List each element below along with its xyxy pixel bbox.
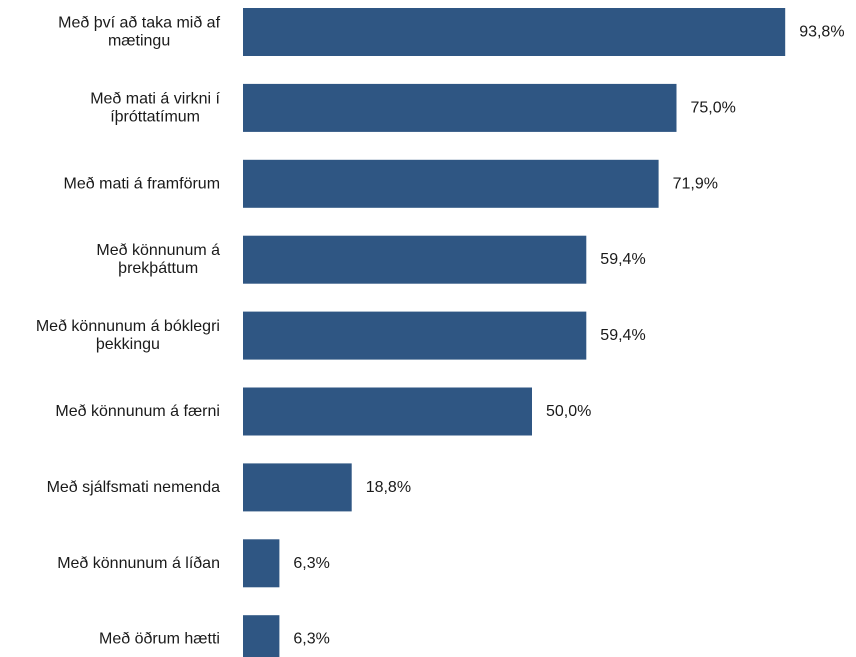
bar	[243, 387, 532, 436]
category-label: Með því að taka mið af	[58, 15, 220, 32]
bar	[243, 615, 280, 657]
data-label: 18,8%	[366, 479, 411, 496]
bar	[243, 159, 659, 208]
category-label: Með mati á virkni í	[90, 90, 220, 107]
data-label: 6,3%	[293, 631, 329, 648]
data-label: 75,0%	[691, 99, 736, 116]
value-labels-group: 93,8% 75,0% 71,9% 59,4% 59,4% 50,0% 18,8% 6,3% 6…	[293, 24, 844, 648]
bar	[243, 463, 352, 512]
category-label: Með könnunum á líðan	[57, 555, 220, 572]
category-label: Með mati á framförum	[64, 175, 220, 192]
data-label: 59,4%	[600, 327, 645, 344]
category-label: Með könnunum á færni	[55, 403, 220, 420]
data-label: 50,0%	[546, 403, 591, 420]
bar	[243, 235, 587, 284]
bars-group	[243, 8, 786, 657]
category-label: Með sjálfsmati nemenda	[47, 479, 221, 496]
category-label: þrekþáttum	[118, 260, 198, 277]
bar	[243, 83, 677, 132]
category-label: Með könnunum á	[96, 242, 220, 259]
category-label: Með öðrum hætti	[99, 631, 220, 648]
data-label: 6,3%	[293, 555, 329, 572]
bar	[243, 311, 587, 360]
data-label: 93,8%	[799, 24, 844, 41]
category-label: Með könnunum á bóklegri	[36, 318, 220, 335]
data-label: 59,4%	[600, 251, 645, 268]
data-label: 71,9%	[673, 175, 718, 192]
bar	[243, 539, 280, 588]
category-label: þekkingu	[96, 336, 160, 353]
category-label: íþróttatímum	[110, 108, 200, 125]
category-label: mætingu	[108, 33, 170, 50]
bar	[243, 8, 786, 56]
